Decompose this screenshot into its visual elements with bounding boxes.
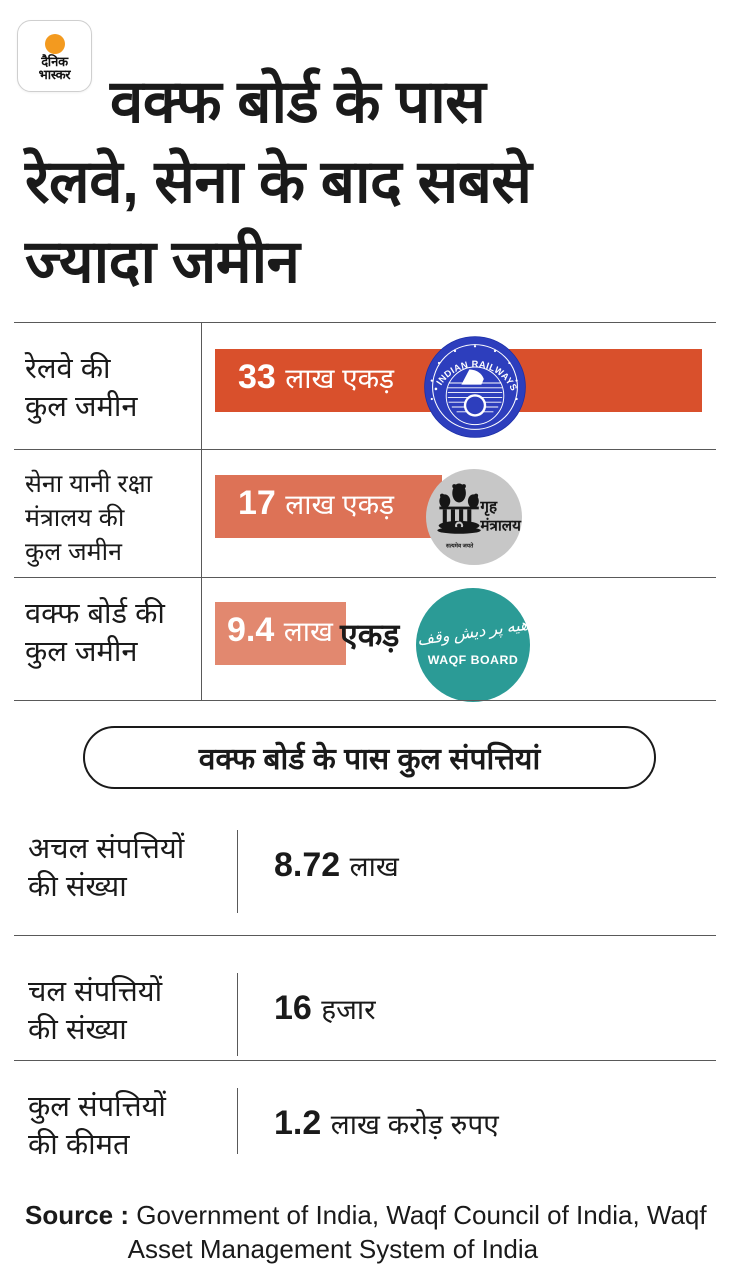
svg-text:WAQF BOARD: WAQF BOARD — [428, 653, 518, 667]
svg-text:गृह: गृह — [479, 498, 498, 516]
svg-text:मंत्रालय: मंत्रालय — [479, 518, 522, 535]
